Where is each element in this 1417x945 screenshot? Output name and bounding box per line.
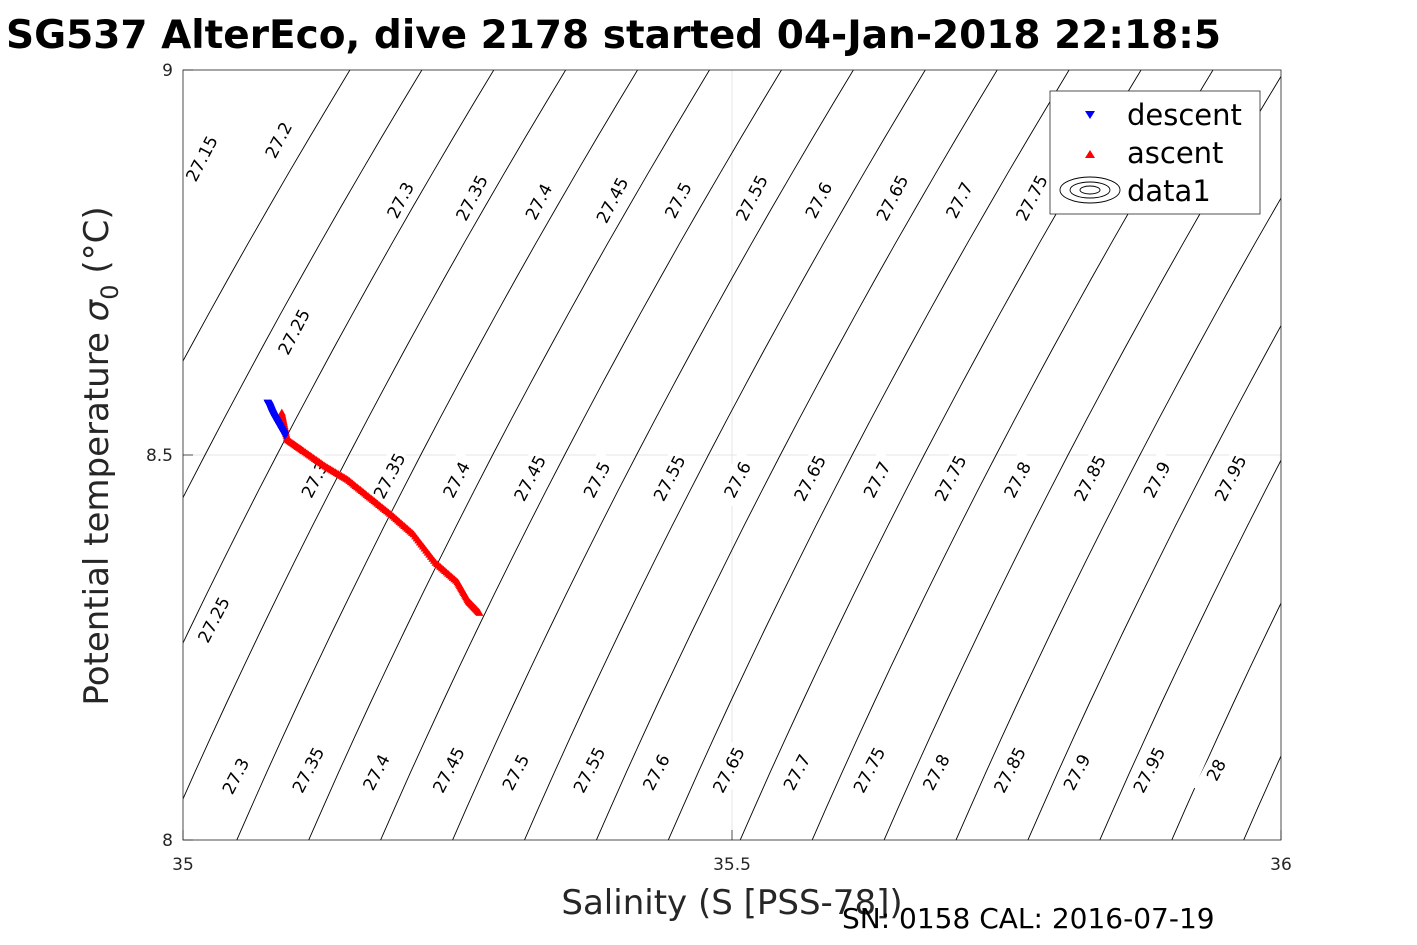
x-tick-label: 35.5 <box>713 855 751 875</box>
contour-label-bg <box>994 451 1041 509</box>
contour-label-bg <box>706 741 752 799</box>
contour-label-bg <box>987 741 1033 799</box>
contour-line <box>1171 602 1281 840</box>
contour-line <box>524 70 926 840</box>
contour-label-bg <box>787 449 833 507</box>
contour-label-bg <box>774 743 820 801</box>
y-axis-label-subscript: 0 <box>96 284 124 299</box>
ascent-marker <box>475 608 484 616</box>
contour-label-bg <box>449 169 495 227</box>
contour-label-bg <box>366 447 413 505</box>
legend-ascent-marker <box>1085 150 1095 158</box>
contour-line <box>183 70 423 499</box>
contour-label-bg <box>846 741 892 799</box>
contour-line <box>595 70 998 840</box>
contour-label-bg <box>507 449 553 507</box>
y-tick-label: 8.5 <box>146 446 173 466</box>
contour-label-bg <box>1126 741 1172 799</box>
axis-ticks: 35 35.5 36 8 8.5 9 <box>146 61 1292 875</box>
legend: descent ascent data1 <box>1049 90 1261 215</box>
contour-line <box>236 70 639 840</box>
contour-label-bg <box>255 111 302 169</box>
contour-label-bg <box>714 451 761 509</box>
contour-line <box>183 70 495 645</box>
y-axis-label-unit: (°C) <box>77 206 117 284</box>
density-contours <box>183 32 1417 879</box>
contour-label-bg <box>191 591 237 649</box>
contour-label-bg <box>183 129 225 188</box>
contour-label-bg <box>936 171 982 229</box>
contour-label-bg <box>213 747 259 805</box>
contour-label-bg <box>1134 451 1180 509</box>
contour-line <box>380 70 782 840</box>
contour-label-bg <box>1009 169 1055 227</box>
contour-label-bg <box>913 743 959 801</box>
contour-label-bg <box>433 451 480 509</box>
contour-line <box>452 70 854 840</box>
contour-label-bg <box>646 449 693 507</box>
contour-line <box>1299 32 1417 879</box>
legend-descent-marker <box>1085 111 1095 119</box>
contour-label-bg <box>285 741 331 799</box>
contour-label-bg <box>854 451 900 509</box>
contour-line <box>183 70 351 362</box>
contour-label-bg <box>1193 741 1239 799</box>
contour-line <box>955 197 1281 840</box>
y-tick-label: 9 <box>162 61 173 81</box>
contour-label-bg <box>927 449 974 507</box>
contour-line <box>1027 324 1281 840</box>
contour-label-bg <box>1054 743 1100 801</box>
x-tick-label: 36 <box>1270 855 1292 875</box>
contour-label-bg <box>729 169 775 227</box>
y-tick-label: 8 <box>162 831 173 851</box>
contour-label-bg <box>655 171 701 229</box>
contour-label-bg <box>589 171 635 229</box>
contour-label-bg <box>353 743 399 801</box>
y-axis-label: Potential temperature σ0 (°C) <box>77 206 124 705</box>
contour-label-bg <box>426 741 472 799</box>
contour-label-bg <box>377 171 424 229</box>
contour-label-bg <box>633 743 679 801</box>
contour-label-bg <box>1067 449 1113 507</box>
contour-label-bg <box>566 741 612 799</box>
legend-ascent-label: ascent <box>1127 136 1223 170</box>
footer-serial-cal: SN: 0158 CAL: 2016-07-19 <box>842 902 1215 935</box>
y-axis-label-main: Potential temperature <box>77 321 117 705</box>
contour-line <box>667 70 1070 840</box>
contour-label-bg <box>869 169 915 227</box>
contour-label-bg <box>574 451 620 509</box>
figure-title: SG537 AlterEco, dive 2178 started 04-Jan… <box>6 13 1221 58</box>
contour-label-bg <box>516 173 562 231</box>
contour-line <box>1099 459 1281 840</box>
descent-marker <box>281 432 290 440</box>
contour-label-bg <box>1207 449 1254 507</box>
contour-line <box>183 70 567 801</box>
contour-label-bg <box>796 171 842 229</box>
legend-data1-label: data1 <box>1127 174 1211 208</box>
y-axis-label-sigma: σ <box>77 298 117 321</box>
contour-label-bg <box>493 743 539 801</box>
contour-label-bg <box>271 303 317 361</box>
x-tick-label: 35 <box>172 855 194 875</box>
data-markers <box>263 399 484 616</box>
legend-descent-label: descent <box>1127 98 1242 132</box>
contour-line <box>308 70 711 840</box>
x-axis-label: Salinity (S [PSS-78]) <box>561 883 902 923</box>
legend-contour-icon <box>1059 176 1121 204</box>
